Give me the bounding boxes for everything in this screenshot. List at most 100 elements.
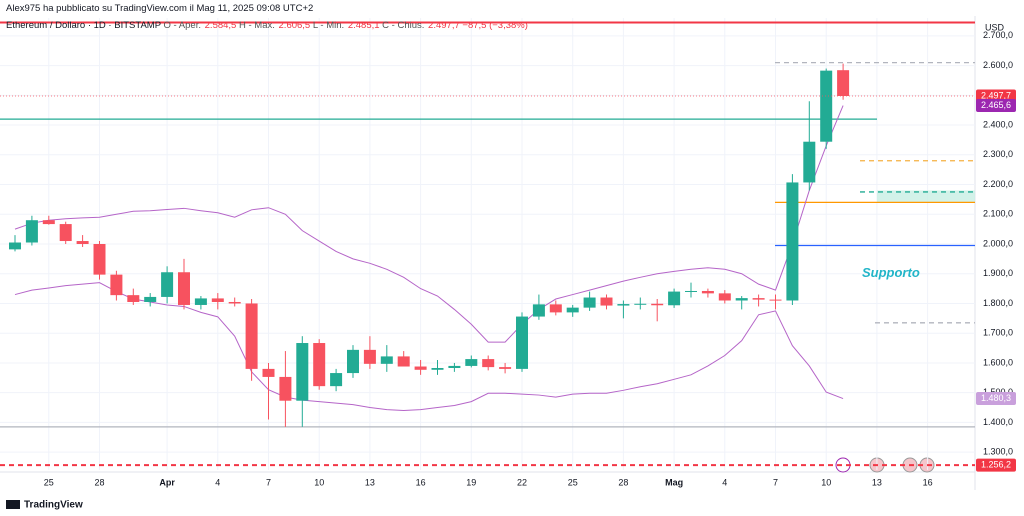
x-tick-label: 16: [923, 477, 933, 487]
candle-body: [701, 290, 714, 294]
candle-body: [735, 298, 748, 301]
candle-body: [448, 365, 461, 369]
x-tick-label: 7: [266, 477, 271, 487]
price-label-bg: [976, 99, 1016, 113]
band-line: [14, 282, 844, 412]
x-tick-label: 10: [314, 477, 324, 487]
price-label: 1.256,2: [981, 460, 1011, 470]
candle-body: [752, 298, 765, 300]
annotation: Supporto: [862, 265, 920, 280]
price-label-bg: [976, 458, 1016, 472]
candle-body: [363, 349, 376, 364]
candle-body: [668, 291, 681, 306]
candle-body: [211, 298, 224, 302]
y-tick-label: 1.400,0: [983, 417, 1013, 427]
ohlc-value: 2.584,5: [204, 20, 237, 31]
y-tick-label: 2.100,0: [983, 209, 1013, 219]
candle-body: [499, 367, 512, 369]
ohlc-value: 2.606,5: [278, 20, 311, 31]
candle-body: [245, 303, 258, 369]
candle-body: [110, 274, 123, 296]
price-label-bg: [976, 392, 1016, 406]
candle-body: [549, 304, 562, 313]
y-tick-label: 2.000,0: [983, 238, 1013, 248]
y-tick-label: 1.700,0: [983, 328, 1013, 338]
x-tick-label: 10: [821, 477, 831, 487]
candle-body: [42, 220, 55, 225]
candle-body: [76, 241, 89, 244]
candle-body: [296, 343, 309, 401]
band-line: [14, 105, 844, 343]
x-tick-label: Apr: [159, 477, 175, 487]
candle-body: [330, 373, 343, 387]
y-tick-label: 2.700,0: [983, 30, 1013, 40]
candle-body: [9, 242, 21, 250]
candle-body: [803, 141, 816, 183]
x-tick-label: 4: [722, 477, 727, 487]
candle-body: [161, 272, 174, 297]
candle-body: [25, 220, 38, 243]
y-tick-label: 1.800,0: [983, 298, 1013, 308]
ohlc-label: L - Min.: [312, 20, 345, 31]
x-tick-label: 28: [94, 477, 104, 487]
candle-body: [465, 359, 478, 366]
brand: TradingView: [24, 500, 83, 511]
x-tick-label: 7: [773, 477, 778, 487]
y-tick-label: 1.600,0: [983, 357, 1013, 367]
candle-body: [634, 303, 647, 305]
candle-body: [516, 316, 528, 369]
ohlc-value: 2.485,1: [347, 20, 380, 31]
candle-body: [718, 293, 731, 301]
x-tick-label: 13: [365, 477, 375, 487]
candle-body: [566, 307, 579, 313]
ohlc-label: O - Aper.: [163, 20, 202, 31]
candle-body: [532, 304, 545, 317]
candle-body: [583, 297, 596, 308]
change: −87,5 (−3,38%): [462, 20, 528, 31]
candle-body: [769, 299, 782, 301]
y-tick-label: 2.200,0: [983, 179, 1013, 189]
x-tick-label: 16: [416, 477, 426, 487]
candle-body: [431, 368, 444, 370]
x-tick-label: 19: [466, 477, 476, 487]
x-tick-label: 28: [618, 477, 628, 487]
y-tick-label: 1.300,0: [983, 447, 1013, 457]
ohlc-label: C - Chius.: [382, 20, 425, 31]
x-tick-label: 25: [568, 477, 578, 487]
candle-body: [93, 244, 106, 275]
candle-body: [178, 272, 190, 305]
candle-body: [144, 296, 157, 302]
candle-body: [194, 298, 207, 305]
x-tick-label: 13: [872, 477, 882, 487]
candle-body: [617, 304, 630, 306]
candle-body: [313, 343, 326, 387]
y-tick-label: 2.400,0: [983, 119, 1013, 129]
zone: [877, 190, 975, 203]
candle-body: [837, 70, 850, 96]
price-label: 2.497,7: [981, 90, 1011, 100]
symbol-info: Ethereum / Dollaro · 1D · BITSTAMP O - A…: [6, 20, 528, 31]
brand-logo: [6, 500, 20, 509]
ohlc-value: 2.497,7: [428, 20, 460, 31]
candle-body: [651, 303, 664, 306]
candle-body: [279, 376, 292, 401]
byline: Alex975 ha pubblicato su TradingView.com…: [6, 3, 314, 14]
candle-body: [685, 290, 697, 292]
x-tick-label: 4: [215, 477, 220, 487]
candle-body: [127, 295, 140, 302]
y-tick-label: 2.600,0: [983, 60, 1013, 70]
candle-body: [600, 297, 613, 306]
ohlc-label: H - Max.: [238, 20, 275, 31]
candle-body: [228, 301, 241, 304]
currency: USD: [985, 22, 1005, 32]
candle-body: [59, 224, 72, 242]
x-tick-label: 22: [517, 477, 527, 487]
candle-body: [380, 356, 393, 364]
candle-body: [820, 70, 833, 142]
y-tick-label: 2.300,0: [983, 149, 1013, 159]
candle-body: [262, 368, 275, 377]
candle-body: [786, 182, 799, 301]
y-tick-label: 1.900,0: [983, 268, 1013, 278]
